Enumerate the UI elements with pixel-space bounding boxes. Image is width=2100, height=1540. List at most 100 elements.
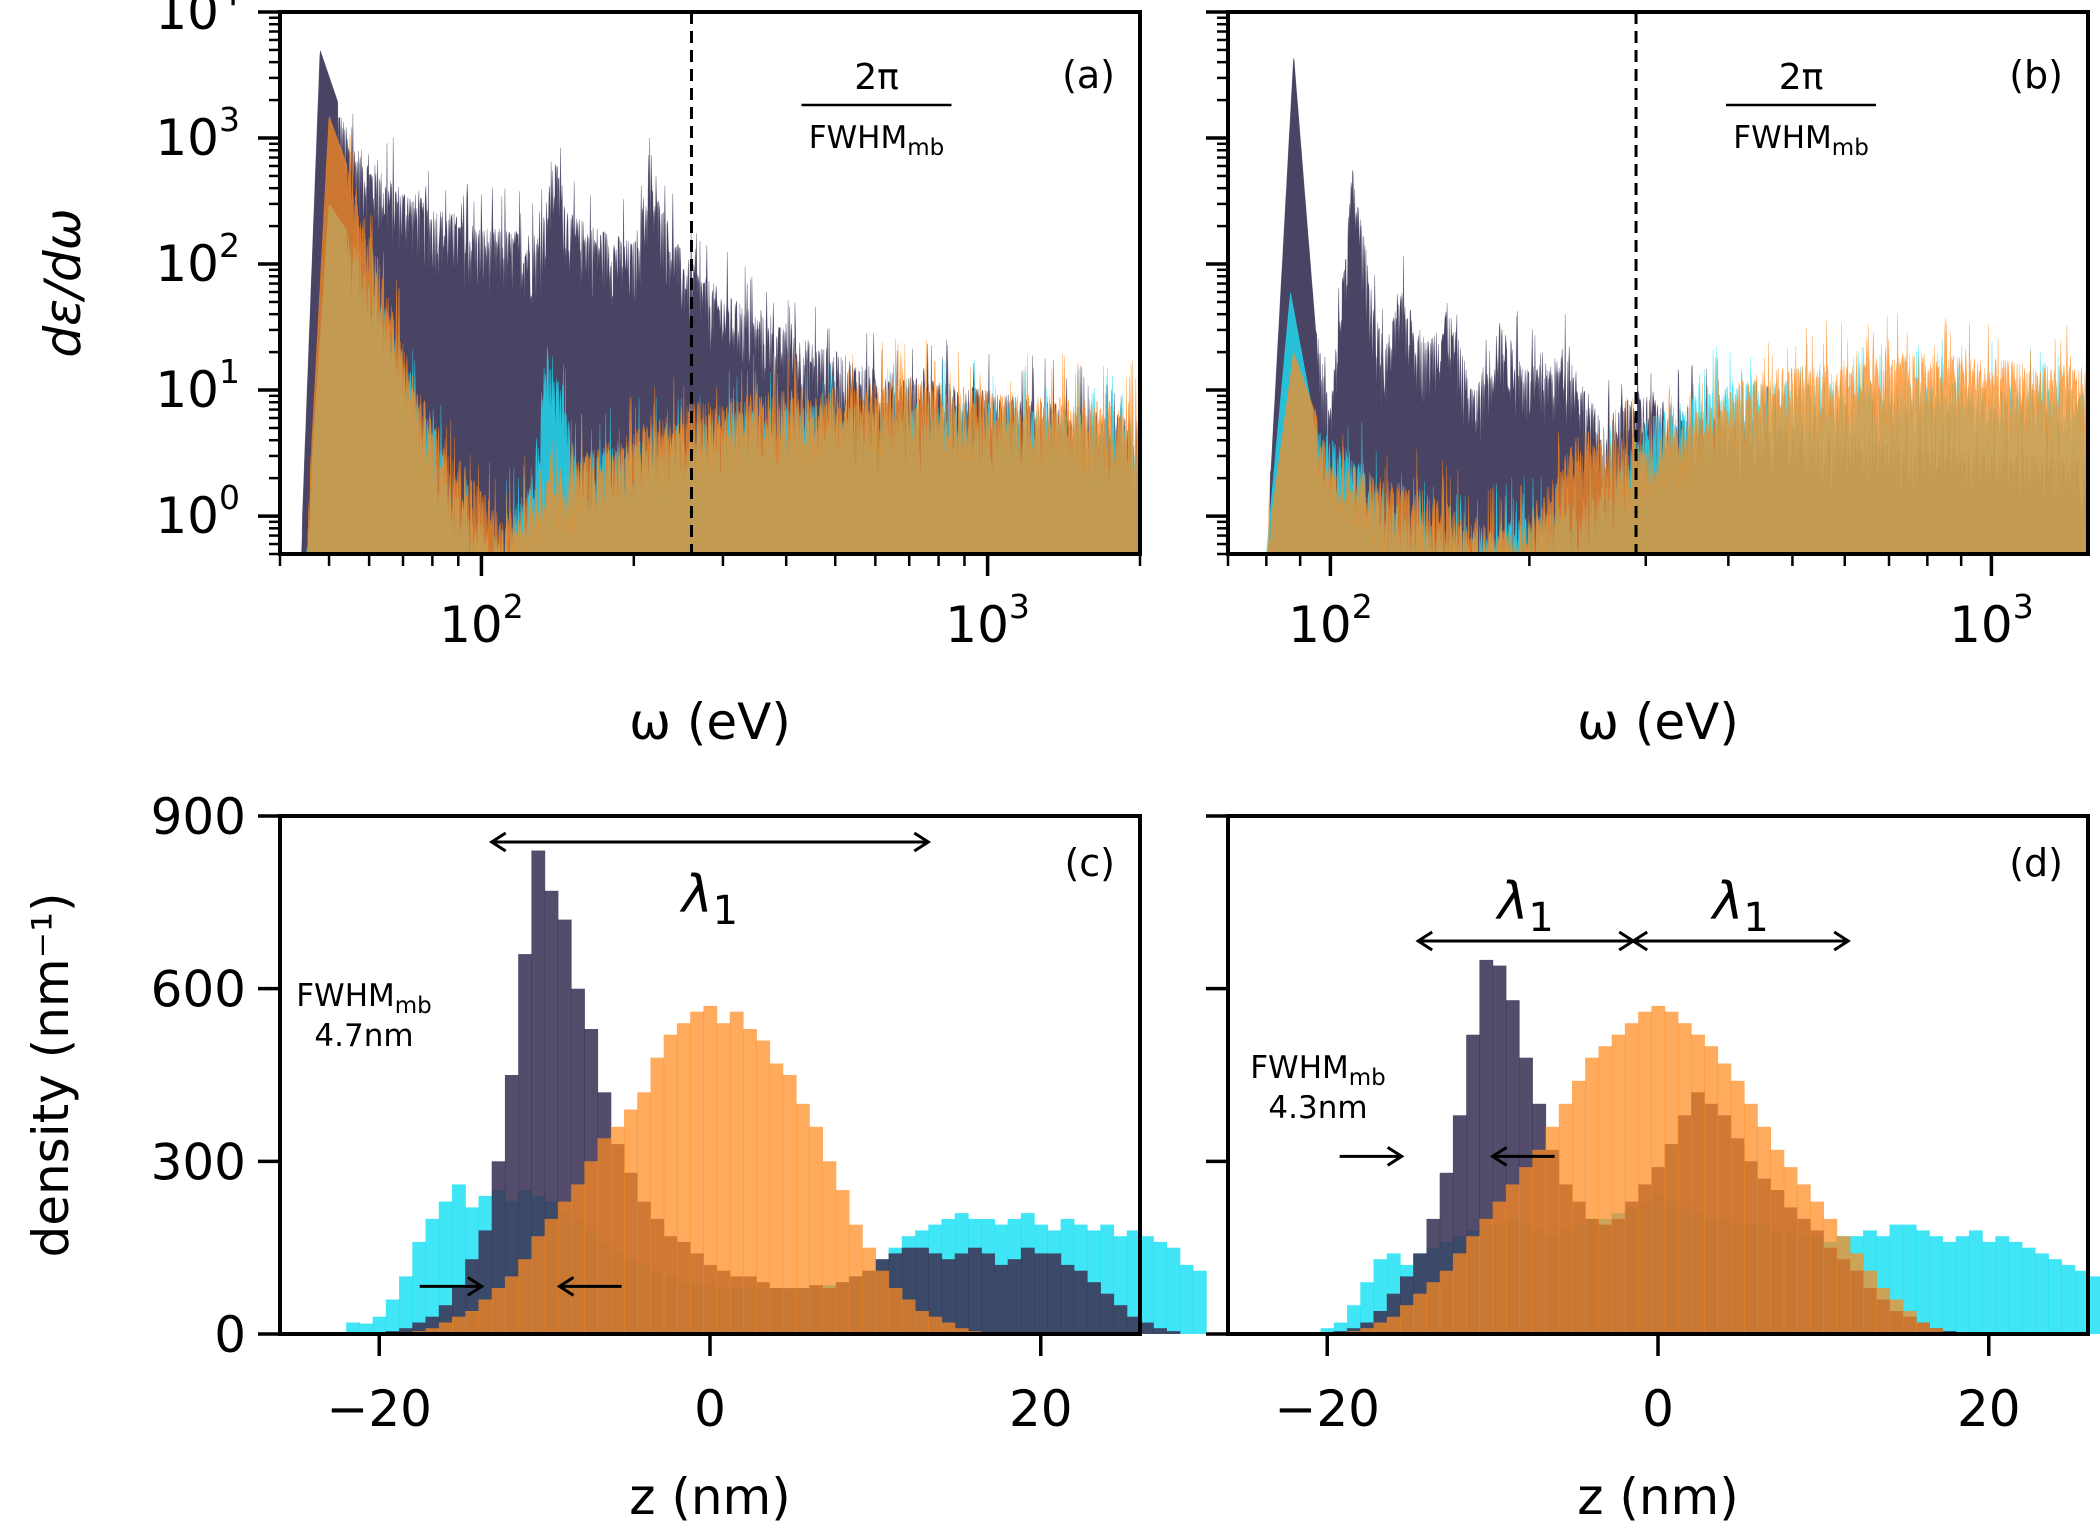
histogram-bar [2035, 1253, 2049, 1334]
arrow-head [1833, 930, 1851, 952]
histogram-bar [1360, 1282, 1375, 1334]
histogram-bar [1126, 1316, 1141, 1334]
histogram-bar [650, 1057, 665, 1334]
histogram-bar [399, 1328, 413, 1334]
histogram-bar [954, 1253, 969, 1334]
histogram-bar [1426, 1282, 1441, 1334]
histogram-bar [425, 1328, 440, 1334]
histogram-bar [1995, 1236, 2010, 1334]
histogram-bar [1192, 1270, 1207, 1334]
histogram-bar [1113, 1305, 1128, 1334]
histogram-bar [1929, 1328, 1943, 1334]
histogram-bar [1823, 1218, 1838, 1334]
y-tick-label: 900 [151, 788, 246, 846]
histogram-bar [1519, 1167, 1533, 1334]
x-tick-label: 20 [1957, 1380, 2021, 1438]
arrow-head [1489, 1146, 1508, 1167]
histogram-bar [610, 1126, 625, 1334]
histogram-bar [1007, 1259, 1022, 1334]
y-tick-label: 600 [151, 961, 246, 1019]
histogram-bar [1585, 1057, 1599, 1334]
histogram-bar [1651, 1005, 1666, 1334]
histogram-bar [518, 1259, 532, 1334]
histogram-bar [637, 1092, 651, 1334]
histogram-bar [1073, 1270, 1088, 1334]
y-tick-label: 100 [155, 478, 240, 545]
y-axis-label: density (nm⁻¹) [22, 892, 80, 1257]
series-orange [1347, 1005, 1943, 1334]
histogram-bar [1916, 1322, 1930, 1334]
histogram-bar [1360, 1328, 1375, 1334]
x-axis-label: ω (eV) [1577, 693, 1739, 751]
histogram-bar [729, 1011, 744, 1334]
histogram-bar [504, 1075, 519, 1334]
histogram-bar [1796, 1184, 1811, 1334]
histogram-bar [663, 1034, 678, 1334]
histogram-bar [1087, 1282, 1101, 1334]
histogram-bar [1598, 1046, 1613, 1334]
histogram-bar [372, 1316, 387, 1334]
histogram-bar [941, 1322, 956, 1334]
histogram-bar [1730, 1080, 1745, 1334]
histogram-bar [385, 1299, 400, 1334]
x-tick-label: −20 [1274, 1380, 1380, 1438]
panel-label: (d) [2009, 841, 2063, 885]
histogram-bar [465, 1311, 479, 1334]
histogram-bar [544, 1218, 559, 1334]
histogram-bar [438, 1322, 453, 1334]
plot-area-c [346, 850, 1207, 1334]
histogram-bar [2088, 1276, 2100, 1334]
histogram-bar [1902, 1311, 1917, 1334]
histogram-bar [1439, 1270, 1454, 1334]
histogram-bar [412, 1241, 427, 1334]
histogram-bar [928, 1253, 943, 1334]
histogram-bar [1505, 1184, 1520, 1334]
histogram-bar [1179, 1264, 1194, 1334]
histogram-bar [1492, 1201, 1507, 1334]
histogram-bar [1466, 1236, 1480, 1334]
x-axis-label: ω (eV) [629, 693, 791, 751]
histogram-bar [531, 1236, 546, 1334]
histogram-bar [1757, 1126, 1771, 1334]
y-tick-label: 300 [151, 1133, 246, 1191]
arrow-head [1415, 930, 1434, 952]
histogram-bar [1333, 1322, 1348, 1334]
series-orange [1266, 313, 2088, 554]
histogram-bar [359, 1323, 374, 1334]
x-tick-label: 103 [945, 587, 1030, 654]
histogram-bar [2048, 1259, 2063, 1334]
fwhm-title: FWHMmb [296, 978, 432, 1019]
histogram-bar [1413, 1293, 1427, 1334]
histogram-bar [743, 1029, 757, 1334]
histogram-bar [1386, 1316, 1401, 1334]
annotation-numerator: 2π [854, 57, 899, 98]
x-tick-label: 102 [1288, 587, 1373, 654]
arrow-head [1386, 1146, 1405, 1167]
panel-b: 2π FWHMmb (b) 102 103 ω (eV) [1206, 10, 2090, 751]
histogram-bar [1373, 1322, 1388, 1334]
histogram-bar [1677, 1023, 1692, 1334]
x-axis-label: z (nm) [629, 1468, 791, 1526]
panel-a: 2π FWHMmb (a) 100 101 102 103 104 dε/dω 102 103 ω (… [34, 0, 1142, 751]
arrow-head [466, 1276, 485, 1297]
histogram-bar [690, 1011, 704, 1334]
x-tick-label: 0 [694, 1380, 726, 1438]
histogram-bar [1347, 1305, 1361, 1334]
histogram-bar [835, 1190, 850, 1334]
histogram-bar [968, 1247, 982, 1334]
histogram-bar [399, 1276, 413, 1334]
histogram-bar [478, 1299, 493, 1334]
histogram-bar [1916, 1230, 1930, 1334]
histogram-bar [1532, 1149, 1547, 1334]
panel-label: (a) [1062, 53, 1115, 97]
histogram-bar [1611, 1034, 1626, 1334]
y-axis-label: dε/dω [34, 208, 92, 357]
histogram-bar [531, 850, 546, 1334]
histogram-bar [1060, 1264, 1075, 1334]
histogram-bar [1810, 1201, 1824, 1334]
annotation-denominator: FWHMmb [809, 120, 945, 161]
histogram-bar [1140, 1236, 1154, 1334]
histogram-bar [1849, 1253, 1864, 1334]
